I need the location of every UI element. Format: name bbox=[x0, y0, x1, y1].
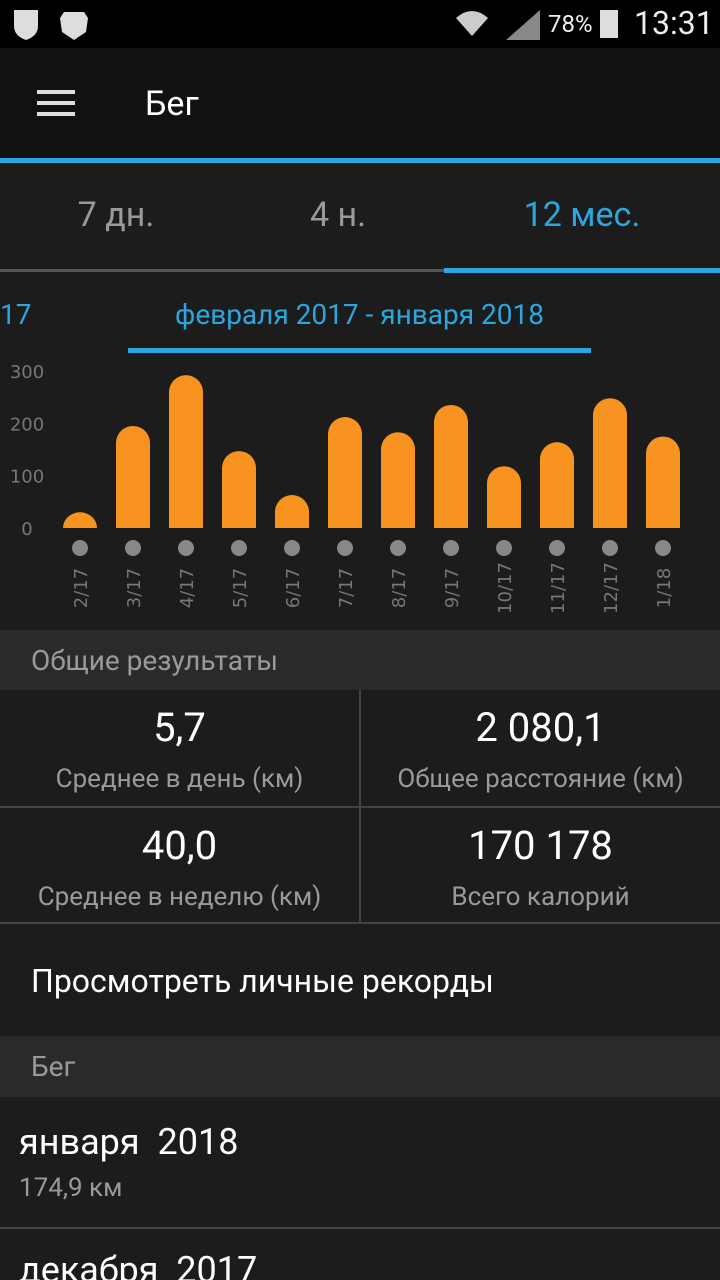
clock: 13:31 bbox=[634, 4, 714, 42]
x-tick-label: 10/17 bbox=[495, 562, 516, 614]
x-tick-label: 5/17 bbox=[230, 568, 251, 608]
divider bbox=[0, 806, 720, 808]
item-title: декабря 2017 bbox=[19, 1249, 258, 1280]
stat-label: Среднее в день (км) bbox=[55, 764, 304, 794]
y-tick-label: 200 bbox=[10, 414, 44, 435]
x-tick-label: 6/17 bbox=[283, 568, 304, 608]
bar-marker bbox=[390, 540, 406, 556]
stat: 170 178 Всего калорий bbox=[361, 808, 720, 924]
stat: 40,0 Среднее в неделю (км) bbox=[0, 808, 359, 924]
bar-marker bbox=[549, 540, 565, 556]
bar bbox=[275, 495, 309, 528]
bar-marker bbox=[443, 540, 459, 556]
x-tick-label: 2/17 bbox=[71, 568, 92, 608]
item-subtitle: 174,9 км bbox=[19, 1173, 123, 1203]
x-tick-label: 11/17 bbox=[548, 562, 569, 614]
tab[interactable]: 12 мес. bbox=[523, 195, 641, 235]
period-indicator bbox=[128, 348, 591, 353]
bar-marker bbox=[284, 540, 300, 556]
divider bbox=[0, 1227, 720, 1229]
stat-value: 40,0 bbox=[141, 822, 218, 869]
section-title: Общие результаты bbox=[31, 644, 279, 677]
battery-percent: 78% bbox=[548, 10, 593, 38]
battery-icon bbox=[600, 10, 618, 38]
tab-indicator bbox=[444, 268, 720, 273]
status-bar: 78% 13:31 bbox=[0, 0, 720, 48]
divider bbox=[0, 922, 720, 924]
records-link[interactable]: Просмотреть личные рекорды bbox=[0, 924, 720, 1036]
bar-marker bbox=[496, 540, 512, 556]
y-tick-label: 0 bbox=[21, 519, 32, 540]
bar bbox=[328, 417, 362, 528]
stat-label: Всего калорий bbox=[451, 882, 630, 912]
stat-value: 5,7 bbox=[153, 704, 206, 751]
bar-marker bbox=[125, 540, 141, 556]
app-title: Бег bbox=[145, 84, 199, 124]
x-tick-label: 7/17 bbox=[336, 568, 357, 608]
tab-underline bbox=[0, 269, 444, 272]
bar-marker bbox=[178, 540, 194, 556]
bar bbox=[116, 425, 150, 528]
bar bbox=[381, 432, 415, 528]
tab[interactable]: 4 н. bbox=[309, 195, 367, 235]
y-tick-label: 100 bbox=[10, 467, 44, 488]
bar bbox=[646, 436, 680, 528]
section-header: Бег bbox=[0, 1036, 720, 1097]
bar bbox=[169, 375, 203, 528]
bar-marker bbox=[602, 540, 618, 556]
stat-value: 2 080,1 bbox=[475, 704, 606, 751]
app-bar: Бег bbox=[0, 48, 720, 158]
tab[interactable]: 7 дн. bbox=[77, 195, 155, 235]
x-tick-label: 12/17 bbox=[601, 562, 622, 614]
bar-marker bbox=[231, 540, 247, 556]
notification-icons bbox=[14, 10, 88, 40]
bar-marker bbox=[337, 540, 353, 556]
bar bbox=[222, 451, 256, 528]
stats-grid: 5,7 Среднее в день (км) 2 080,1 Общее расс… bbox=[0, 690, 720, 924]
list-item[interactable]: декабря 2017 bbox=[0, 1229, 720, 1280]
bar-marker bbox=[655, 540, 671, 556]
x-tick-label: 8/17 bbox=[389, 568, 410, 608]
current-period: февраля 2017 - января 2018 bbox=[175, 298, 544, 331]
x-tick-label: 1/18 bbox=[654, 568, 675, 608]
bar bbox=[487, 466, 521, 528]
previous-period[interactable]: 17 bbox=[0, 298, 32, 331]
stat-label: Общее расстояние (км) bbox=[397, 764, 684, 794]
link-text: Просмотреть личные рекорды bbox=[31, 962, 494, 1000]
stat: 2 080,1 Общее расстояние (км) bbox=[361, 690, 720, 806]
bar bbox=[434, 405, 468, 528]
bar bbox=[63, 512, 97, 528]
stat-label: Среднее в неделю (км) bbox=[37, 882, 322, 912]
list-item[interactable]: января 2018 174,9 км bbox=[0, 1097, 720, 1227]
item-title: января 2018 bbox=[19, 1121, 239, 1163]
signal-icons bbox=[456, 10, 540, 40]
chart: 0 100 200 300 2/17 3/17 4/17 5/17 6/17 7/17 8/17 9/… bbox=[10, 362, 680, 614]
stat-value: 170 178 bbox=[468, 822, 613, 869]
menu-button[interactable] bbox=[37, 88, 75, 118]
bar bbox=[593, 398, 627, 528]
bar-marker bbox=[72, 540, 88, 556]
stat: 5,7 Среднее в день (км) bbox=[0, 690, 359, 806]
y-tick-label: 300 bbox=[10, 362, 44, 383]
x-tick-label: 3/17 bbox=[124, 568, 145, 608]
x-tick-label: 4/17 bbox=[177, 568, 198, 608]
section-header: Общие результаты bbox=[0, 630, 720, 690]
divider bbox=[0, 158, 720, 163]
section-title: Бег bbox=[31, 1050, 76, 1083]
x-tick-label: 9/17 bbox=[442, 568, 463, 608]
bar bbox=[540, 442, 574, 528]
